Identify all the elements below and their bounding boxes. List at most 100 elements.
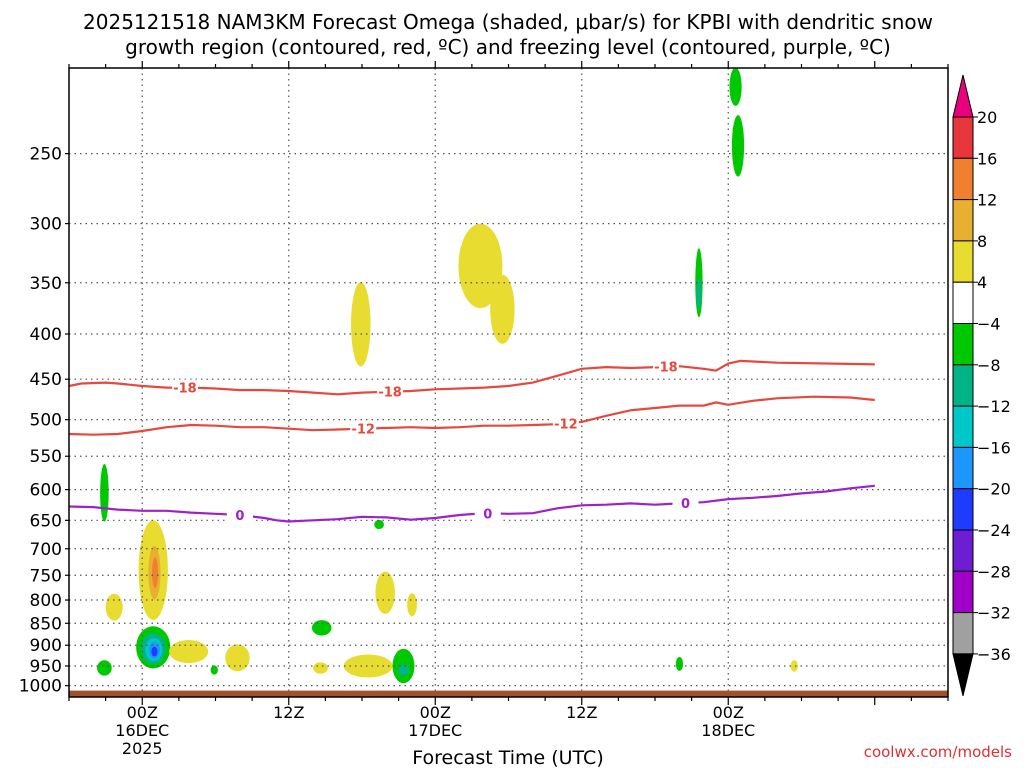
x-tick-label: 00Z bbox=[127, 703, 158, 722]
contour-label-bg bbox=[377, 383, 404, 400]
colorbar-label: −36 bbox=[977, 645, 1011, 664]
colorbar-segment bbox=[952, 446, 974, 490]
plot-area: -18 -18 -18 -12 -12 0 0 0 bbox=[68, 67, 949, 698]
omega-cell bbox=[169, 640, 209, 664]
contour-label: -18 bbox=[173, 382, 197, 397]
contour-label: -18 bbox=[654, 361, 678, 376]
y-tick-label: 1000 bbox=[19, 677, 62, 697]
omega-cell bbox=[313, 662, 328, 674]
colorbar-label: −12 bbox=[977, 397, 1011, 416]
omega-cell bbox=[374, 519, 384, 530]
contour-line bbox=[68, 395, 875, 436]
omega-shading-layer bbox=[97, 67, 798, 684]
contour-label-bg bbox=[171, 379, 198, 396]
colorbar-segment bbox=[952, 323, 974, 366]
contour-label: -12 bbox=[351, 423, 375, 438]
contour-label: 0 bbox=[681, 497, 690, 512]
contour-layer: -18 -18 -18 -12 -12 0 0 0 bbox=[68, 358, 875, 524]
y-axis: 2503003504004505005506006507007508008509… bbox=[19, 145, 69, 697]
omega-cell bbox=[152, 557, 159, 589]
contour-label-bg bbox=[652, 358, 679, 375]
y-tick-label: 950 bbox=[30, 657, 62, 677]
colorbar-label: 20 bbox=[977, 108, 997, 127]
colorbar-segment bbox=[952, 240, 974, 283]
contour-label-bg bbox=[474, 505, 501, 522]
x-axis-label: Forecast Time (UTC) bbox=[412, 747, 603, 768]
colorbar-label: 16 bbox=[977, 149, 997, 168]
colorbar-segment bbox=[952, 157, 974, 201]
colorbar-label: −4 bbox=[977, 315, 1001, 334]
y-tick-label: 700 bbox=[30, 540, 62, 560]
omega-cell bbox=[398, 664, 410, 676]
omega-cell bbox=[151, 646, 158, 657]
colorbar-label: −20 bbox=[977, 480, 1011, 499]
x-tick-label: 00Z bbox=[420, 703, 451, 722]
colorbar-top-arrow bbox=[952, 74, 974, 118]
contour-line bbox=[68, 484, 875, 523]
colorbar-segment bbox=[952, 405, 974, 448]
contour-label-bg bbox=[552, 415, 579, 432]
y-tick-label: 750 bbox=[30, 566, 62, 586]
contour-label-bg bbox=[226, 506, 253, 523]
colorbar-segment bbox=[952, 612, 974, 655]
colorbar-label: −24 bbox=[977, 521, 1011, 540]
y-tick-label: 500 bbox=[30, 411, 62, 431]
colorbar-label: 8 bbox=[977, 232, 987, 251]
omega-cell bbox=[311, 620, 332, 636]
omega-cell bbox=[696, 278, 702, 309]
omega-cell bbox=[731, 115, 745, 177]
y-tick-label: 650 bbox=[30, 511, 62, 531]
omega-cell bbox=[351, 282, 371, 367]
contour-label-bg bbox=[672, 495, 699, 512]
y-tick-label: 900 bbox=[30, 636, 62, 656]
contour-label: 0 bbox=[483, 507, 492, 522]
y-tick-label: 450 bbox=[30, 370, 62, 390]
x-tick-label: 16DEC bbox=[115, 721, 169, 740]
colorbar-label: −8 bbox=[977, 356, 1001, 375]
omega-cell bbox=[790, 660, 798, 672]
colorbar-segment bbox=[952, 364, 974, 407]
colorbar: 20 16 12 8 4 −4 −8 −12 −16 −20 −24 −28 −32 −36 bbox=[952, 74, 1011, 697]
omega-cell bbox=[407, 593, 417, 617]
y-tick-label: 250 bbox=[30, 145, 62, 165]
x-tick-label: 00Z bbox=[713, 703, 744, 722]
y-tick-label: 350 bbox=[30, 274, 62, 294]
omega-cell bbox=[675, 657, 684, 671]
omega-cell bbox=[225, 644, 250, 672]
x-tick-label: 12Z bbox=[273, 703, 304, 722]
colorbar-segment bbox=[952, 281, 974, 325]
chart-title-line1: 2025121518 NAM3KM Forecast Omega (shaded… bbox=[83, 10, 933, 34]
contour-label: 0 bbox=[235, 509, 244, 524]
omega-cell bbox=[97, 660, 112, 676]
omega-cell bbox=[490, 274, 515, 344]
omega-cell bbox=[729, 67, 742, 106]
credit-text: coolwx.com/models bbox=[864, 743, 1012, 761]
omega-cell bbox=[375, 571, 395, 614]
colorbar-label: −32 bbox=[977, 604, 1011, 623]
plot-background bbox=[69, 68, 948, 697]
chart-title-line2: growth region (contoured, red, ºC) and f… bbox=[125, 35, 891, 59]
colorbar-label: −28 bbox=[977, 562, 1011, 581]
y-tick-label: 600 bbox=[30, 481, 62, 501]
omega-cell bbox=[210, 665, 218, 675]
colorbar-segment bbox=[952, 570, 974, 614]
omega-cell bbox=[343, 654, 393, 678]
x-tick-label: 18DEC bbox=[701, 721, 755, 740]
colorbar-segment bbox=[952, 199, 974, 242]
terrain-strip bbox=[69, 690, 948, 697]
x-tick-label: 17DEC bbox=[408, 721, 462, 740]
colorbar-label: −16 bbox=[977, 438, 1011, 457]
colorbar-segment bbox=[952, 488, 974, 531]
y-tick-label: 300 bbox=[30, 215, 62, 235]
colorbar-label: 4 bbox=[977, 273, 987, 292]
y-tick-label: 850 bbox=[30, 614, 62, 634]
colorbar-bottom-arrow bbox=[952, 653, 974, 697]
grid-layer bbox=[69, 68, 948, 697]
contour-label-bg bbox=[350, 420, 377, 437]
contour-label: -12 bbox=[554, 417, 578, 432]
colorbar-segment bbox=[952, 116, 974, 159]
y-tick-label: 550 bbox=[30, 447, 62, 467]
x-tick-label: 2025 bbox=[122, 739, 163, 758]
